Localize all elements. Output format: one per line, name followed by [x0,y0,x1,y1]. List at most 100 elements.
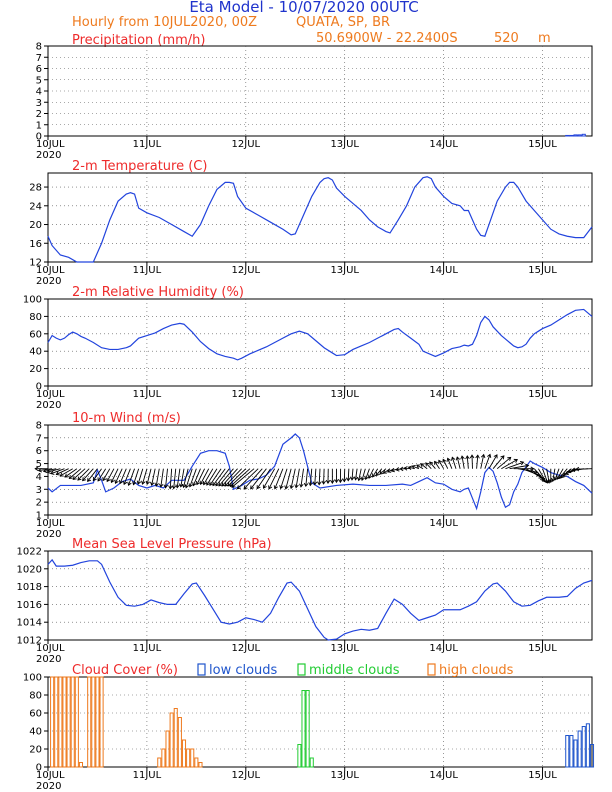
mslp-pressure-line [47,558,593,641]
wind-vector [92,468,102,482]
wind-vector-shaft [375,468,383,476]
cloud-xtick-label: 15JUL [528,770,557,781]
wind-vector [132,468,140,486]
wind-vector-head [42,468,48,474]
wind-vector [212,468,226,487]
wind-vector [196,468,206,486]
wind-vector [256,468,271,490]
wind-vector-head [123,480,128,486]
rh-panel: 2-m Relative Humidity (%) 0 20 40 60 80 100 10J… [23,285,593,411]
cloud-middle-bar [301,690,306,768]
wind-vector [268,468,280,490]
rh-xtick-label: 10JUL [36,389,65,400]
wind-vector [425,462,432,470]
cloud-high-bar [198,762,203,768]
wind-vector-shaft [314,468,317,485]
wind-vector-shaft [250,468,267,490]
cloud-high-bar [95,676,100,768]
wind-vector-head [46,469,51,474]
wind-vector-head [325,479,331,484]
wind-vector-head [82,477,87,482]
rh-title: 2-m Relative Humidity (%) [72,285,244,300]
cloud-high-bar [190,748,195,768]
wind-vector-head [407,465,413,471]
temp-xtick-label: 13JUL [330,265,359,276]
wind-vector-shaft [176,468,181,488]
wind-vector-shaft [556,468,564,480]
cloud-high-bar [87,676,92,768]
mslp-xtick-label: 11JUL [133,643,162,654]
wind-vector-head [429,461,434,466]
wind-vector-shaft [230,468,251,487]
precip-ytick-label: 0 [36,132,42,143]
wind-vector [299,468,304,488]
wind-vector-shaft [64,468,78,478]
mslp-ytick-label: 1012 [17,636,42,647]
wind-vector-shaft [372,468,379,478]
wind-vector [338,468,343,484]
cloud-high-bar [54,676,59,768]
wind-vector-head [342,478,347,483]
wind-ytick-label: 3 [36,485,42,496]
cloud-middle-bar [297,744,302,768]
cloud-ytick-label: 0 [36,763,42,774]
wind-vector-head [500,455,505,460]
precip-precipitation-bar [573,134,578,137]
wind-frame [47,424,593,516]
cloud-ytick-label: 60 [29,709,42,720]
wind-xtick-label: 13JUL [330,518,359,529]
wind-vector [368,468,374,479]
mslp-xtick-label: 14JUL [429,643,458,654]
wind-vector-head [218,482,223,487]
wind-vector-shaft [106,468,115,482]
wind-vector-head [364,475,369,481]
legend-high-swatch [427,663,436,676]
wind-vector-head [353,476,359,481]
wind-vector [82,468,94,482]
wind-vector [203,468,214,486]
legend-middle-swatch [297,663,306,676]
wind-vector-shaft [368,468,374,479]
precip-ytick-label: 3 [36,98,42,109]
wind-vector [284,468,292,490]
wind-vector-head [475,454,480,459]
cloud-middle-bar [309,757,314,768]
wind-vector-shaft [546,468,550,483]
wind-ytick-label: 7 [36,433,42,444]
cloud-xtick-label: 11JUL [133,770,162,781]
cloud-low-bar [589,744,595,768]
wind-vector [72,468,86,480]
wind-vector [455,456,461,469]
cloud-high-bar [70,676,75,768]
precip-xtick-label: 13JUL [330,139,359,150]
wind-vector [59,468,73,477]
wind-vector [262,468,276,489]
wind-vector-head [382,469,387,474]
wind-vector-shaft [361,468,366,481]
wind-vector-head [334,479,339,484]
wind-vector-head [209,481,214,486]
rh-ytick-label: 40 [29,347,42,358]
wind-vector [209,468,222,486]
wind-vector [429,461,436,469]
wind-vector [505,460,525,470]
wind-vector [102,468,111,482]
wind-vector [325,468,331,484]
wind-vector-head [493,454,498,459]
cloud-ytick-label: 80 [29,691,42,702]
wind-vector [231,468,255,488]
wind-vector [480,453,486,469]
wind-vector-head [136,480,142,485]
wind-vector [446,457,453,469]
legend-middle-label: middle clouds [309,663,400,678]
wind-vector-shaft [323,468,325,484]
cloud-title: Cloud Cover (%) [72,663,178,678]
wind-vector [294,468,300,489]
wind-vector-head [215,482,220,487]
cloud-high-bar [157,757,162,768]
cloud-xtick-label: 10JUL [36,770,65,781]
wind-vector [154,468,160,487]
temp-panel: 2-m Temperature (C) 12 16 20 24 28 10JUL2020 11… [29,159,593,287]
wind-vector-head [442,458,447,463]
wind-vector [77,468,90,481]
